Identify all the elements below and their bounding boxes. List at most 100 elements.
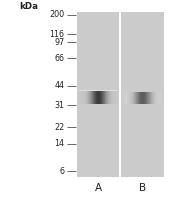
Bar <box>82 90 83 104</box>
Bar <box>91 90 92 104</box>
Bar <box>89 90 90 104</box>
Bar <box>145 92 146 104</box>
Bar <box>135 92 136 104</box>
Bar <box>79 90 118 91</box>
Text: 22: 22 <box>54 123 65 132</box>
Bar <box>93 90 94 104</box>
Bar <box>79 90 118 91</box>
Bar <box>133 92 134 104</box>
Bar <box>79 90 118 91</box>
Bar <box>104 90 105 104</box>
Text: 116: 116 <box>50 30 65 39</box>
Bar <box>79 90 118 91</box>
Bar <box>134 92 135 104</box>
Bar <box>79 90 118 91</box>
Bar <box>137 92 138 104</box>
Bar <box>79 90 118 91</box>
Bar <box>124 92 125 104</box>
Text: 200: 200 <box>50 10 65 19</box>
Bar <box>81 90 82 104</box>
Bar <box>100 90 101 104</box>
Bar <box>85 90 86 104</box>
Text: 44: 44 <box>55 81 65 90</box>
Bar <box>126 92 127 104</box>
Bar <box>129 92 130 104</box>
Bar <box>98 90 99 104</box>
Bar <box>127 92 128 104</box>
Text: B: B <box>139 183 146 193</box>
Bar <box>128 92 129 104</box>
Bar <box>107 90 108 104</box>
Bar <box>157 92 158 104</box>
Bar <box>155 92 156 104</box>
Bar <box>158 92 159 104</box>
Bar <box>153 92 154 104</box>
Bar <box>156 92 157 104</box>
Bar <box>79 90 118 91</box>
Bar <box>79 90 118 91</box>
Bar <box>119 12 121 177</box>
Bar <box>130 92 131 104</box>
Bar <box>79 90 118 91</box>
Bar <box>117 90 118 104</box>
Bar <box>97 90 98 104</box>
Bar <box>112 90 113 104</box>
Bar <box>147 92 148 104</box>
Bar <box>111 90 112 104</box>
Bar <box>143 92 144 104</box>
Bar <box>114 90 115 104</box>
Bar <box>79 90 118 91</box>
Bar <box>113 90 114 104</box>
Bar <box>141 92 142 104</box>
Text: 66: 66 <box>55 54 65 63</box>
Bar <box>108 90 109 104</box>
Bar <box>79 90 118 91</box>
Bar <box>142 92 143 104</box>
Bar <box>159 92 160 104</box>
Text: 97: 97 <box>54 38 65 47</box>
Bar <box>77 12 119 177</box>
Bar <box>150 92 151 104</box>
Bar <box>151 92 152 104</box>
Bar <box>148 92 149 104</box>
Bar <box>109 90 110 104</box>
Text: A: A <box>95 183 102 193</box>
Bar <box>80 90 81 104</box>
Bar <box>136 92 137 104</box>
Bar <box>106 90 107 104</box>
Bar <box>115 90 116 104</box>
Bar <box>140 92 141 104</box>
Text: 6: 6 <box>60 167 65 176</box>
Bar <box>144 92 145 104</box>
Bar <box>96 90 97 104</box>
Bar <box>94 90 95 104</box>
Bar <box>160 92 161 104</box>
Text: kDa: kDa <box>19 2 38 11</box>
Bar <box>138 92 139 104</box>
Bar <box>154 92 155 104</box>
Bar <box>90 90 91 104</box>
Bar <box>102 90 103 104</box>
Bar <box>101 90 102 104</box>
Bar <box>84 90 85 104</box>
Bar <box>105 90 106 104</box>
Bar <box>149 92 150 104</box>
Bar <box>116 90 117 104</box>
Bar <box>139 92 140 104</box>
Bar <box>86 90 87 104</box>
Bar <box>95 90 96 104</box>
Bar <box>110 90 111 104</box>
Text: 14: 14 <box>55 139 65 148</box>
Bar <box>79 90 118 91</box>
Bar <box>83 90 84 104</box>
Bar <box>88 90 89 104</box>
Bar <box>92 90 93 104</box>
Bar <box>132 92 133 104</box>
Bar <box>79 90 118 91</box>
Bar <box>87 90 88 104</box>
Bar <box>103 90 104 104</box>
Bar <box>79 90 118 91</box>
Bar <box>79 90 118 91</box>
Text: 31: 31 <box>55 101 65 110</box>
Bar <box>131 92 132 104</box>
